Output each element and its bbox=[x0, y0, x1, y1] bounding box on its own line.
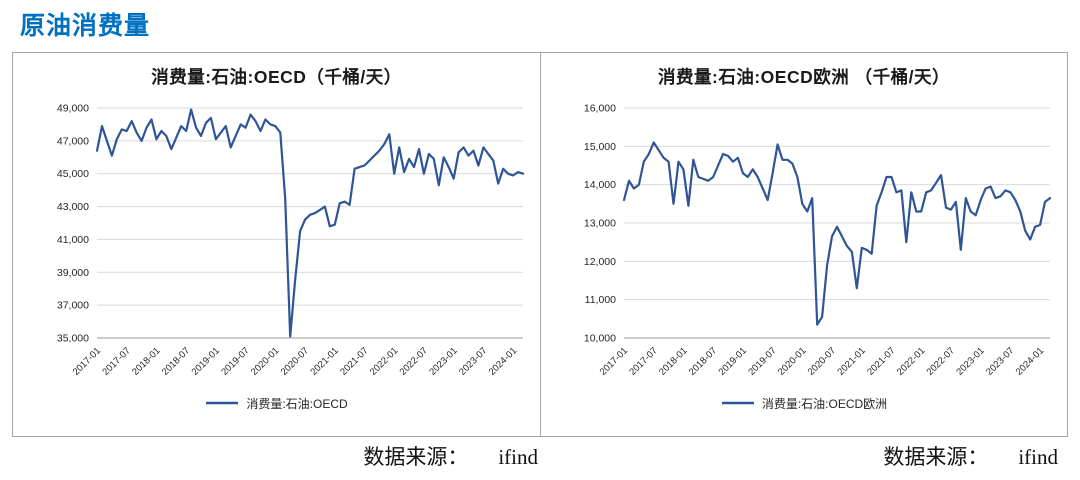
svg-text:2019-01: 2019-01 bbox=[189, 345, 221, 377]
svg-text:2023-01: 2023-01 bbox=[427, 345, 459, 377]
source-label: 数据来源： bbox=[883, 445, 989, 469]
svg-text:2023-01: 2023-01 bbox=[954, 345, 986, 377]
svg-text:2017-07: 2017-07 bbox=[627, 345, 659, 377]
svg-text:2019-07: 2019-07 bbox=[219, 345, 251, 377]
svg-text:45,000: 45,000 bbox=[56, 168, 88, 180]
svg-text:2020-01: 2020-01 bbox=[249, 345, 281, 377]
chart-oecd-europe-legend: 消费量:石油:OECD欧洲 bbox=[541, 390, 1067, 416]
source-right: 数据来源： ifind bbox=[540, 441, 1080, 471]
svg-text:2022-01: 2022-01 bbox=[367, 345, 399, 377]
svg-text:2020-01: 2020-01 bbox=[776, 345, 808, 377]
svg-text:2019-01: 2019-01 bbox=[717, 345, 749, 377]
svg-text:2018-01: 2018-01 bbox=[657, 345, 689, 377]
svg-text:14,000: 14,000 bbox=[584, 179, 616, 191]
source-value: ifind bbox=[1018, 445, 1058, 469]
svg-text:2022-01: 2022-01 bbox=[895, 345, 927, 377]
chart-oecd-title: 消费量:石油:OECD（千桶/天） bbox=[151, 67, 402, 87]
svg-text:2021-01: 2021-01 bbox=[308, 345, 340, 377]
svg-text:35,000: 35,000 bbox=[56, 333, 88, 345]
chart-oecd-panel: 消费量:石油:OECD（千桶/天） 35,000 37,000 39,000 41,0… bbox=[13, 53, 540, 436]
chart-oecd-plot-area: 35,000 37,000 39,000 41,000 43,000 45,000 47,0… bbox=[56, 103, 524, 378]
svg-text:2017-07: 2017-07 bbox=[100, 345, 132, 377]
svg-text:11,000: 11,000 bbox=[585, 294, 616, 306]
svg-text:2018-07: 2018-07 bbox=[687, 345, 719, 377]
svg-text:13,000: 13,000 bbox=[584, 218, 616, 230]
svg-text:2023-07: 2023-07 bbox=[457, 345, 489, 377]
svg-text:37,000: 37,000 bbox=[56, 300, 88, 312]
svg-text:2017-01: 2017-01 bbox=[70, 345, 102, 377]
chart-oecd-legend: 消费量:石油:OECD bbox=[13, 390, 540, 416]
svg-text:15,000: 15,000 bbox=[584, 141, 616, 153]
svg-text:47,000: 47,000 bbox=[56, 135, 88, 147]
source-label: 数据来源： bbox=[363, 445, 469, 469]
legend-line-icon bbox=[721, 401, 754, 405]
page-title: 原油消费量 bbox=[20, 12, 151, 40]
chart-oecd-europe-panel: 消费量:石油:OECD欧洲 （千桶/天） 10,000 11,000 12,000 1… bbox=[540, 53, 1067, 436]
svg-text:2024-01: 2024-01 bbox=[1014, 345, 1046, 377]
source-value: ifind bbox=[498, 445, 538, 469]
svg-text:2020-07: 2020-07 bbox=[278, 345, 310, 377]
svg-text:16,000: 16,000 bbox=[584, 103, 616, 115]
legend-line-icon bbox=[206, 401, 239, 405]
svg-text:39,000: 39,000 bbox=[56, 267, 88, 279]
svg-text:2018-01: 2018-01 bbox=[130, 345, 162, 377]
svg-text:2024-01: 2024-01 bbox=[486, 345, 518, 377]
svg-text:2020-07: 2020-07 bbox=[806, 345, 838, 377]
charts-panel: 消费量:石油:OECD（千桶/天） 35,000 37,000 39,000 41,0… bbox=[12, 52, 1068, 437]
svg-text:2023-07: 2023-07 bbox=[984, 345, 1016, 377]
svg-text:49,000: 49,000 bbox=[56, 103, 88, 115]
chart-oecd-europe-plot-area: 10,000 11,000 12,000 13,000 14,000 15,000 16,0… bbox=[584, 103, 1052, 378]
source-left: 数据来源： ifind bbox=[0, 441, 540, 471]
svg-text:2019-07: 2019-07 bbox=[746, 345, 778, 377]
svg-text:2022-07: 2022-07 bbox=[397, 345, 429, 377]
data-sources-row: 数据来源： ifind 数据来源： ifind bbox=[0, 441, 1080, 471]
svg-text:2021-07: 2021-07 bbox=[865, 345, 897, 377]
svg-text:2021-07: 2021-07 bbox=[338, 345, 370, 377]
svg-text:10,000: 10,000 bbox=[584, 333, 616, 345]
svg-text:2022-07: 2022-07 bbox=[925, 345, 957, 377]
chart-oecd-europe-title: 消费量:石油:OECD欧洲 （千桶/天） bbox=[658, 67, 950, 87]
legend-label: 消费量:石油:OECD欧洲 bbox=[761, 396, 888, 411]
svg-text:2018-07: 2018-07 bbox=[159, 345, 191, 377]
svg-text:41,000: 41,000 bbox=[56, 234, 88, 246]
svg-text:2021-01: 2021-01 bbox=[835, 345, 867, 377]
svg-text:12,000: 12,000 bbox=[584, 256, 616, 268]
svg-text:2017-01: 2017-01 bbox=[598, 345, 630, 377]
legend-label: 消费量:石油:OECD bbox=[246, 396, 348, 411]
svg-text:43,000: 43,000 bbox=[56, 201, 88, 213]
